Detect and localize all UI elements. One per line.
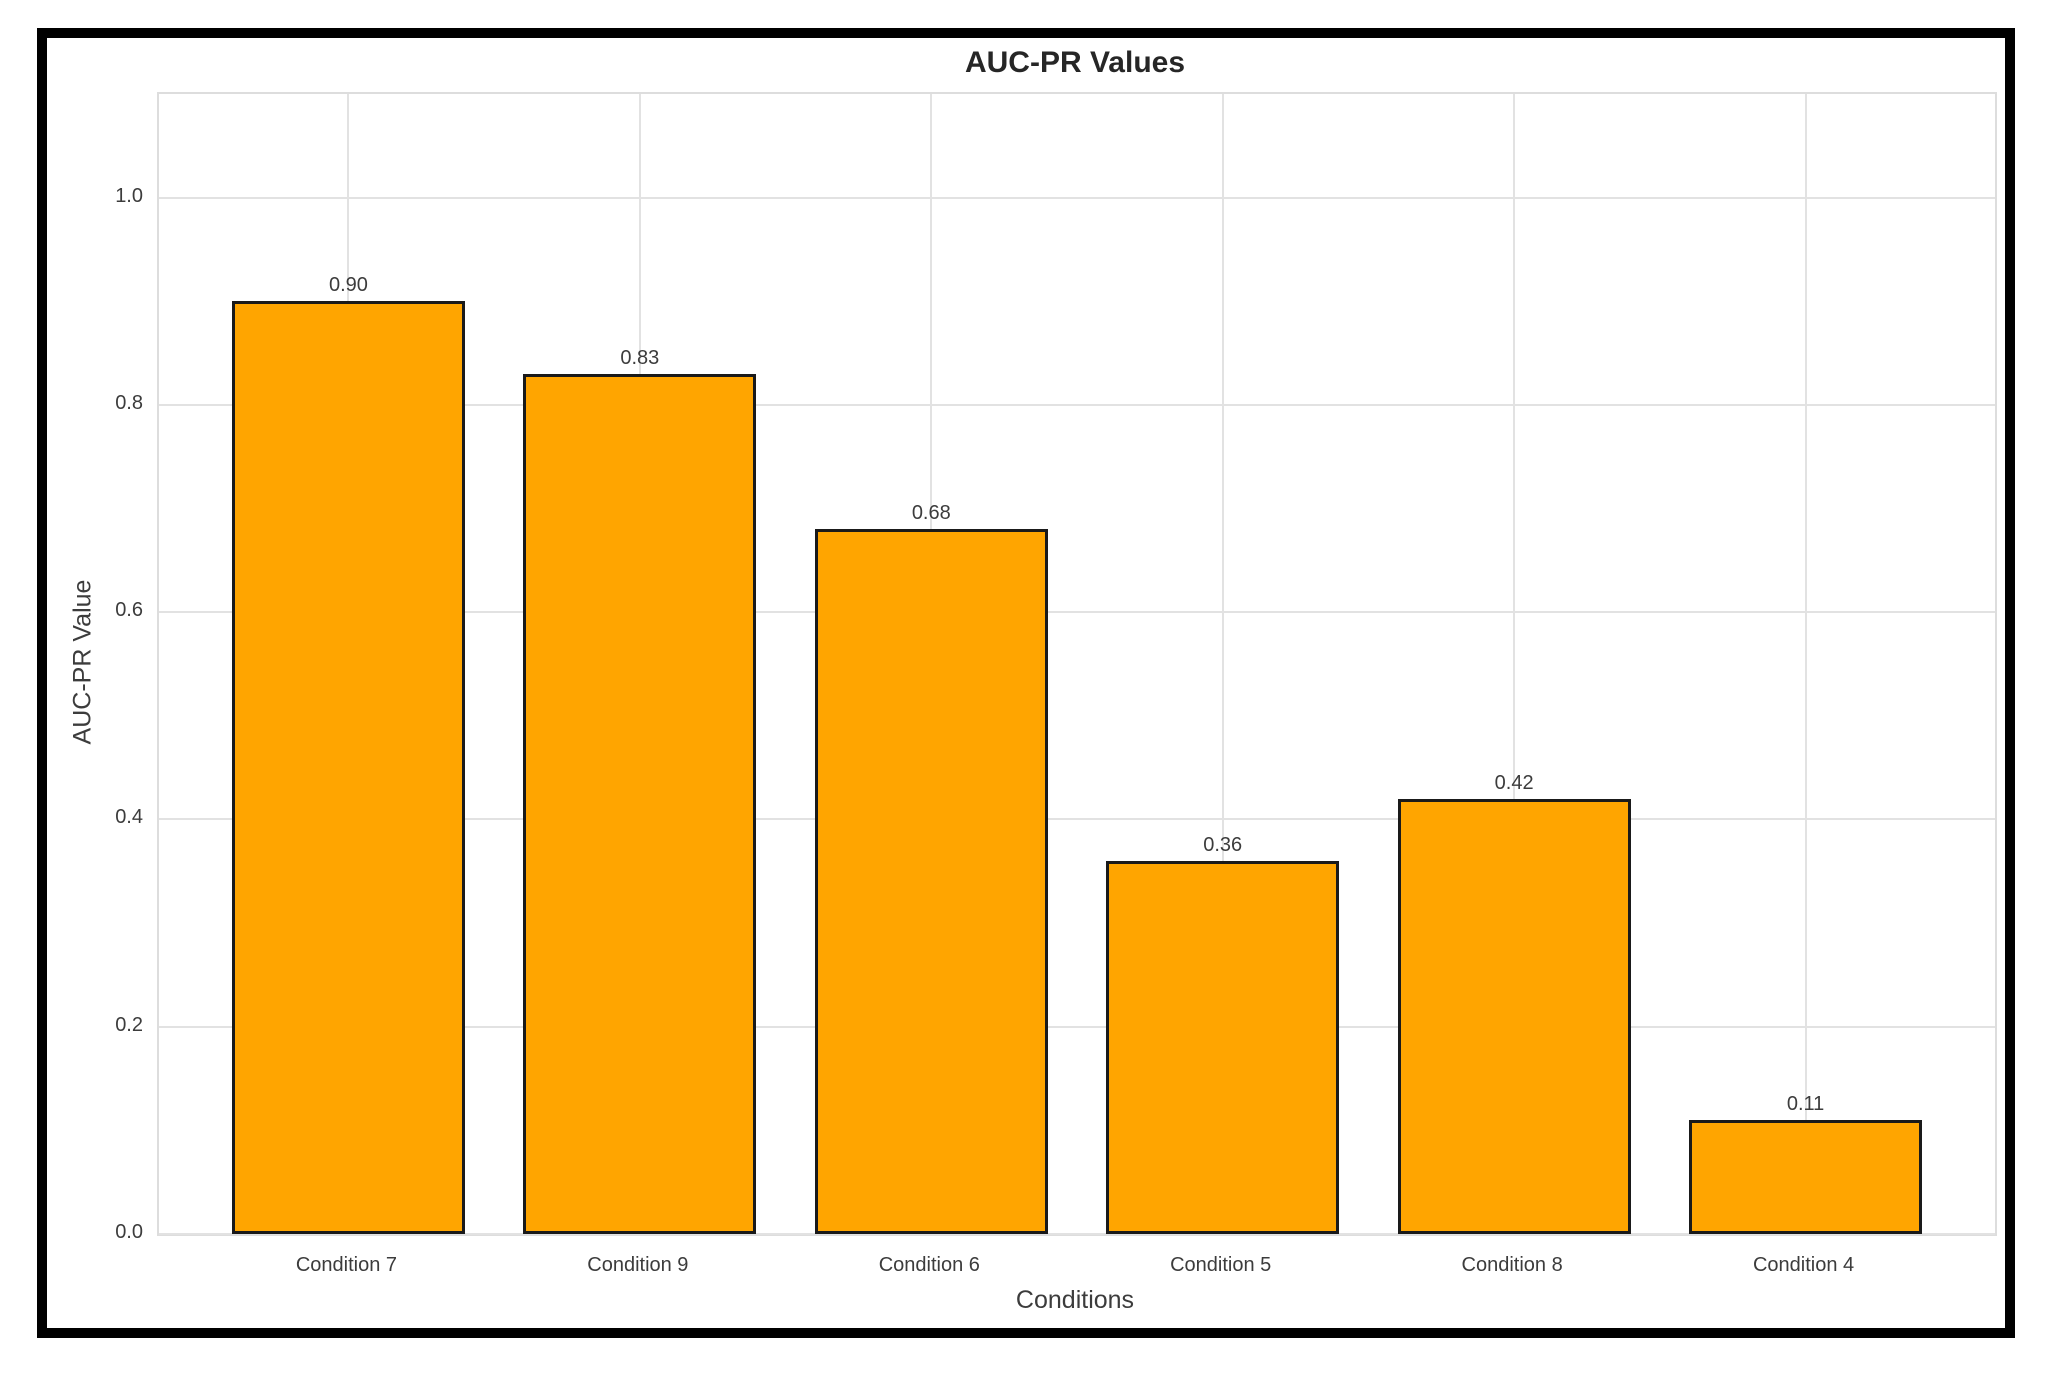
bar [814, 529, 1048, 1234]
bar [1106, 860, 1340, 1234]
bar-value-label: 0.42 [1494, 771, 1534, 794]
bar [231, 301, 465, 1234]
gridline-horizontal [159, 611, 1995, 614]
y-tick-label: 0.6 [115, 599, 143, 622]
gridline-horizontal [159, 403, 1995, 406]
y-tick-label: 0.0 [115, 1221, 143, 1243]
gridline-vertical [1804, 94, 1807, 1234]
bar-value-label: 0.90 [328, 274, 368, 297]
bar [1689, 1120, 1923, 1234]
gridline-horizontal [159, 818, 1995, 821]
bar-value-label: 0.11 [1786, 1093, 1825, 1115]
y-tick-label: 0.2 [115, 1013, 143, 1036]
y-tick-label: 0.8 [115, 391, 143, 414]
x-tick-label: Condition 8 [1461, 1254, 1563, 1276]
gridline-horizontal [159, 1025, 1995, 1028]
gridline-horizontal [159, 196, 1995, 199]
x-tick-label: Condition 6 [878, 1254, 980, 1276]
bar [1397, 798, 1631, 1234]
bar-value-label: 0.36 [1203, 833, 1243, 856]
image-border-frame: AUC-PR Values 0.90 0.83 0.68 0.36 0.42 0.11 0… [37, 28, 2015, 1338]
x-tick-label: Condition 4 [1752, 1254, 1855, 1276]
bar [523, 373, 757, 1234]
y-tick-label: 0.4 [115, 806, 143, 829]
y-axis-label: AUC-PR Value [68, 579, 97, 745]
gridline-horizontal [159, 1233, 1995, 1235]
y-tick-label: 1.0 [115, 184, 143, 207]
bar-value-label: 0.83 [620, 346, 660, 369]
gridline-vertical [1513, 94, 1516, 1234]
bar-value-label: 0.68 [911, 502, 951, 525]
x-tick-label: Condition 7 [295, 1254, 398, 1276]
x-tick-label: Condition 5 [1170, 1254, 1272, 1276]
x-tick-label: Condition 9 [587, 1254, 689, 1276]
plot-area: 0.90 0.83 0.68 0.36 0.42 0.11 [157, 92, 1997, 1236]
chart-title: AUC-PR Values [964, 46, 1186, 79]
x-axis-label: Conditions [1015, 1286, 1135, 1314]
gridline-vertical [1221, 94, 1224, 1234]
